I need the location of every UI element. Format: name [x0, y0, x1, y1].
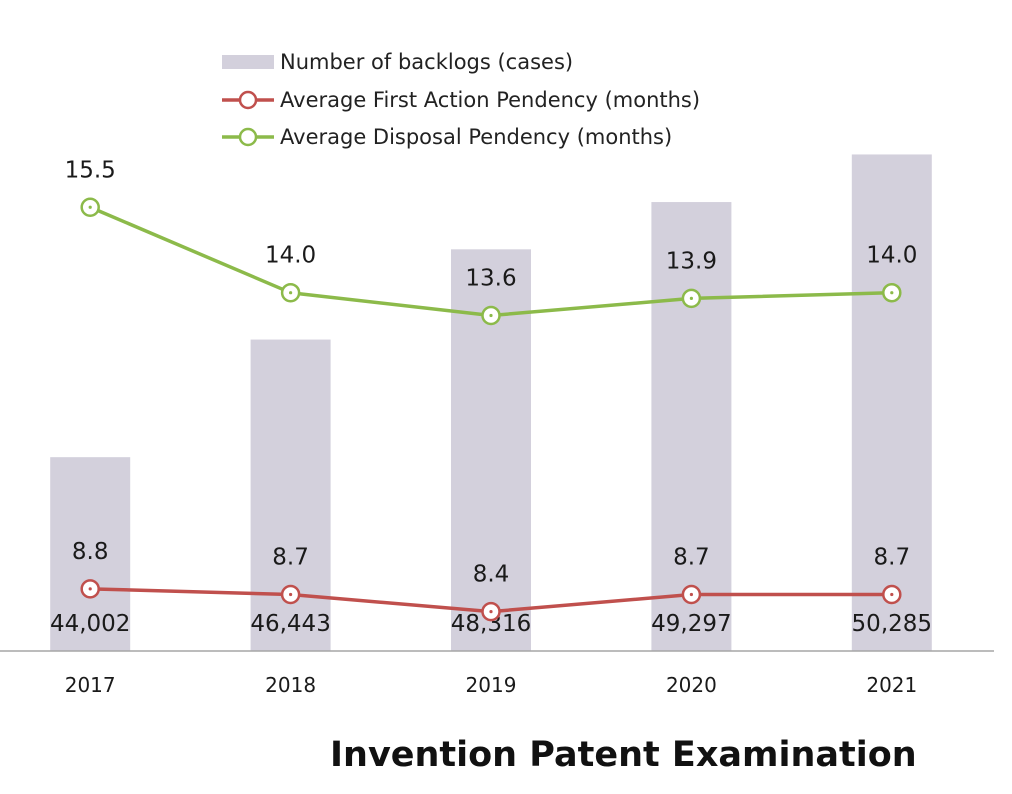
- disposal-point-center-2017: [89, 206, 92, 209]
- disposal-value-label-2020: 13.9: [666, 248, 717, 274]
- disposal-point-center-2019: [489, 314, 492, 317]
- disposal-value-label-2018: 14.0: [265, 243, 316, 269]
- first-action-point-center-2019: [489, 610, 492, 613]
- first-action-value-label-2019: 8.4: [473, 562, 510, 588]
- legend-bar-swatch: [222, 55, 274, 69]
- legend-first-action-marker: [240, 92, 256, 108]
- disposal-point-center-2018: [289, 291, 292, 294]
- first-action-value-label-2021: 8.7: [874, 545, 911, 571]
- disposal-value-label-2019: 13.6: [465, 265, 516, 291]
- bar-2021: [852, 154, 932, 651]
- bar-value-label-2021: 50,285: [852, 611, 932, 637]
- x-tick-2019: 2019: [466, 673, 517, 697]
- x-tick-2021: 2021: [866, 673, 917, 697]
- legend-disposal-marker: [240, 129, 256, 145]
- x-ticks: 2017 2018 2019 2020 2021: [65, 673, 918, 697]
- first-action-point-center-2021: [890, 593, 893, 596]
- first-action-value-label-2018: 8.7: [272, 545, 309, 571]
- bar-value-label-2017: 44,002: [50, 611, 130, 637]
- first-action-value-label-2020: 8.7: [673, 545, 710, 571]
- x-tick-2017: 2017: [65, 673, 116, 697]
- legend-bar-label: Number of backlogs (cases): [280, 50, 573, 74]
- x-tick-2020: 2020: [666, 673, 717, 697]
- disposal-point-center-2021: [890, 291, 893, 294]
- first-action-point-center-2018: [289, 593, 292, 596]
- bar-value-label-2018: 46,443: [250, 611, 330, 637]
- disposal-point-center-2020: [690, 297, 693, 300]
- first-action-point-center-2020: [690, 593, 693, 596]
- first-action-value-label-2017: 8.8: [72, 539, 109, 565]
- disposal-value-label-2021: 14.0: [866, 243, 917, 269]
- x-tick-2018: 2018: [265, 673, 316, 697]
- legend-first-action-label: Average First Action Pendency (months): [280, 88, 700, 112]
- legend: Number of backlogs (cases) Average First…: [222, 50, 700, 149]
- first-action-point-center-2017: [89, 587, 92, 590]
- legend-disposal-label: Average Disposal Pendency (months): [280, 125, 672, 149]
- chart-caption: Invention Patent Examination: [330, 735, 917, 775]
- disposal-value-label-2017: 15.5: [65, 157, 116, 183]
- bar-value-label-2020: 49,297: [651, 611, 731, 637]
- chart: 20172018201920202021 44,00246,44348,3164…: [0, 0, 1012, 794]
